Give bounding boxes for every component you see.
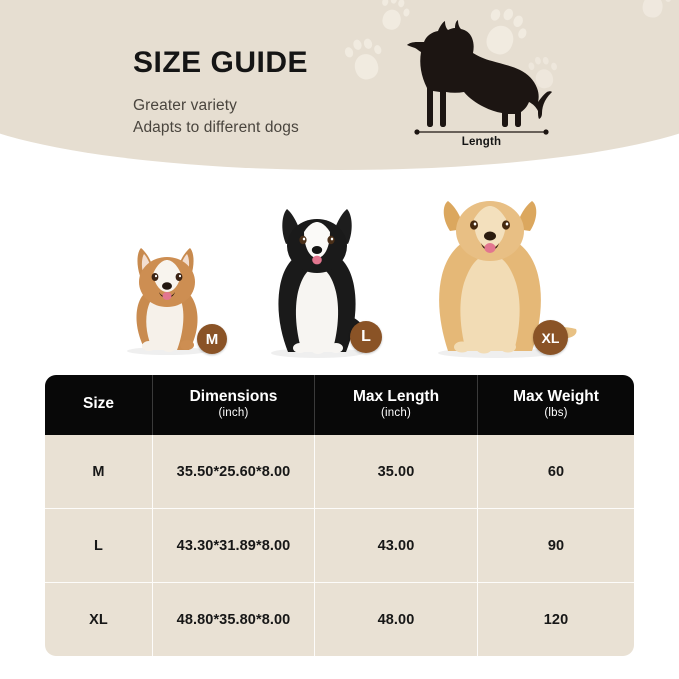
dog-photo-border-collie [271,209,370,358]
length-label: Length [461,136,502,148]
cell-dimensions: 35.50*25.60*8.00 [153,435,315,510]
header-subtitle-line-1: Greater variety [133,97,238,114]
header-banner [0,0,679,170]
length-measurement-line [414,129,549,135]
cell-max-length: 48.00 [315,583,478,657]
size-table: Size Dimensions (inch) Max Length (inch)… [45,375,634,657]
column-header-max-weight-unit: (lbs) [544,407,568,420]
size-badge-l: L [350,321,382,353]
page-title: SIZE GUIDE [133,46,309,79]
header-text-block: SIZE GUIDE Greater variety Adapts to dif… [133,48,308,140]
size-badge-m: M [197,324,227,354]
cell-max-weight: 90 [478,509,634,584]
cell-dimensions: 43.30*31.89*8.00 [153,509,315,584]
cell-size: XL [45,583,153,657]
dog-photo-golden-retriever [438,201,577,358]
cell-max-weight: 120 [478,583,634,657]
column-header-dimensions-label: Dimensions [189,388,278,405]
table-row: M 35.50*25.60*8.00 35.00 60 [45,435,634,510]
cell-size: L [45,509,153,584]
column-header-dimensions: Dimensions (inch) [153,375,315,436]
dog-photo-corgi [127,248,207,355]
column-header-dimensions-unit: (inch) [218,407,249,420]
column-header-max-length-label: Max Length [352,388,440,405]
cell-dimensions: 48.80*35.80*8.00 [153,583,315,657]
cell-max-length: 43.00 [315,509,478,584]
table-header-row: Size Dimensions (inch) Max Length (inch)… [45,375,634,436]
column-header-max-length-unit: (inch) [381,407,411,420]
column-header-max-length: Max Length (inch) [315,375,478,436]
length-diagram: Length [400,14,560,154]
cell-size: M [45,435,153,510]
column-header-max-weight: Max Weight (lbs) [478,375,634,436]
table-row: XL 48.80*35.80*8.00 48.00 120 [45,583,634,657]
column-header-size: Size [45,375,153,436]
size-badge-xl: XL [533,320,568,355]
column-header-size-label: Size [82,395,114,413]
dog-silhouette-icon [407,20,552,127]
header-subtitle-line-2: Adapts to different dogs [133,119,299,137]
cell-max-length: 35.00 [315,435,478,510]
table-row: L 43.30*31.89*8.00 43.00 90 [45,509,634,584]
cell-max-weight: 60 [478,435,634,510]
column-header-max-weight-label: Max Weight [513,388,599,405]
